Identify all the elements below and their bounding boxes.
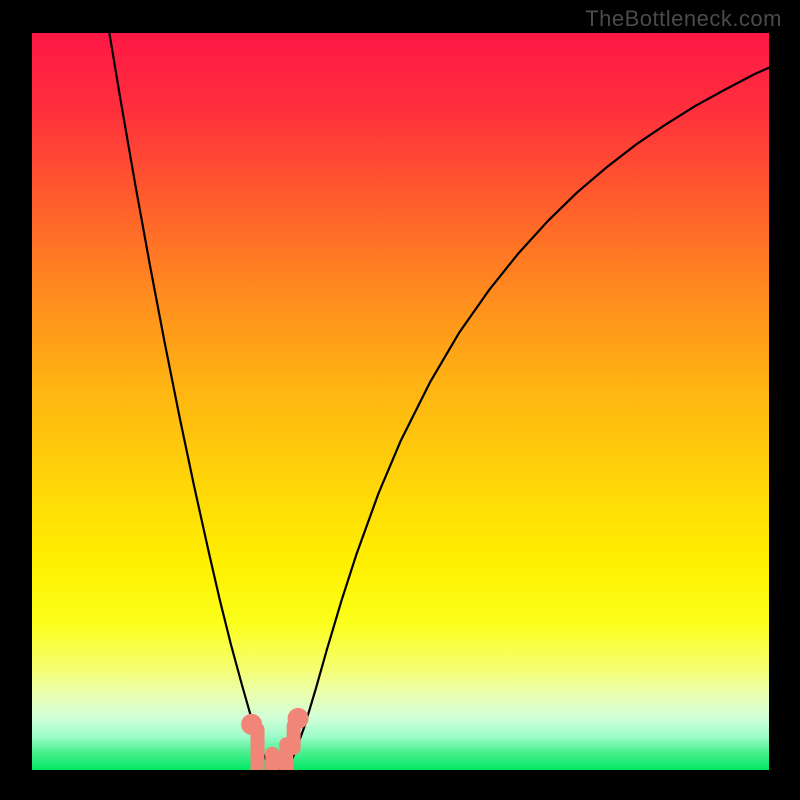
gradient-background — [32, 33, 769, 770]
marker-bar — [287, 719, 301, 755]
marker-bar — [265, 747, 279, 770]
chart-svg — [32, 33, 769, 770]
watermark: TheBottleneck.com — [585, 6, 782, 32]
bottleneck-chart — [32, 33, 769, 770]
marker-bar — [251, 722, 265, 770]
